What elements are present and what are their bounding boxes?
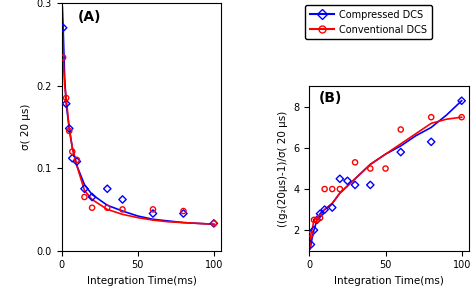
Point bbox=[321, 187, 328, 191]
Point bbox=[63, 101, 70, 106]
Point bbox=[397, 127, 404, 132]
Point bbox=[81, 194, 88, 199]
Point bbox=[310, 217, 318, 222]
Point bbox=[382, 166, 389, 171]
X-axis label: Integration Time(ms): Integration Time(ms) bbox=[334, 276, 444, 286]
Point bbox=[316, 211, 324, 216]
Point bbox=[73, 157, 81, 162]
Y-axis label: ((g₂(20μs)-1)/σ( 20 μs): ((g₂(20μs)-1)/σ( 20 μs) bbox=[278, 111, 288, 226]
Point bbox=[458, 98, 465, 103]
Point bbox=[307, 232, 315, 237]
Point bbox=[336, 176, 344, 181]
Point bbox=[328, 205, 336, 210]
Point bbox=[210, 221, 218, 226]
Text: (B): (B) bbox=[319, 91, 342, 105]
Point bbox=[328, 187, 336, 191]
Point bbox=[313, 217, 321, 222]
Point bbox=[65, 126, 73, 131]
Point bbox=[149, 211, 157, 216]
Point bbox=[68, 156, 76, 161]
Point bbox=[118, 207, 126, 212]
Point bbox=[458, 115, 465, 120]
Point bbox=[428, 140, 435, 144]
Point bbox=[103, 186, 111, 191]
Point bbox=[351, 182, 359, 187]
Point bbox=[81, 186, 88, 191]
Y-axis label: σ( 20 μs): σ( 20 μs) bbox=[21, 104, 31, 150]
Point bbox=[149, 207, 157, 212]
Point bbox=[180, 211, 187, 216]
Point bbox=[59, 25, 67, 30]
Point bbox=[59, 55, 67, 60]
Point bbox=[351, 160, 359, 165]
Point bbox=[310, 228, 318, 233]
Point bbox=[366, 166, 374, 171]
Point bbox=[88, 205, 96, 210]
Point bbox=[63, 95, 70, 100]
Point bbox=[366, 182, 374, 187]
Point bbox=[210, 221, 218, 226]
Point bbox=[88, 194, 96, 199]
Point bbox=[307, 242, 315, 247]
Point bbox=[68, 149, 76, 154]
Text: (A): (A) bbox=[78, 11, 101, 24]
Point bbox=[313, 217, 321, 222]
Legend: Compressed DCS, Conventional DCS: Compressed DCS, Conventional DCS bbox=[305, 5, 432, 40]
Point bbox=[397, 150, 404, 155]
Point bbox=[65, 129, 73, 133]
Point bbox=[73, 159, 81, 164]
Point bbox=[316, 215, 324, 220]
Point bbox=[336, 187, 344, 191]
Point bbox=[321, 207, 328, 212]
X-axis label: Integration Time(ms): Integration Time(ms) bbox=[87, 276, 197, 286]
Point bbox=[428, 115, 435, 120]
Point bbox=[103, 205, 111, 210]
Point bbox=[344, 178, 351, 183]
Point bbox=[118, 197, 126, 202]
Point bbox=[180, 209, 187, 214]
